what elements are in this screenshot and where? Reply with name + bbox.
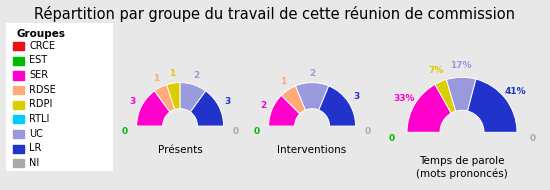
- Bar: [13, 42, 24, 50]
- Text: 33%: 33%: [393, 94, 415, 103]
- Text: 2: 2: [260, 101, 266, 110]
- Wedge shape: [447, 77, 476, 111]
- Text: 0: 0: [365, 127, 371, 136]
- Text: RTLI: RTLI: [29, 114, 50, 124]
- Text: 1: 1: [279, 78, 286, 86]
- Text: 3: 3: [224, 97, 230, 107]
- Wedge shape: [167, 83, 180, 110]
- Bar: [13, 130, 24, 138]
- Wedge shape: [155, 85, 175, 112]
- Text: CRCE: CRCE: [29, 41, 55, 51]
- Bar: [13, 101, 24, 109]
- Wedge shape: [268, 95, 300, 126]
- Text: 3: 3: [130, 97, 136, 107]
- Text: 0: 0: [233, 127, 239, 136]
- Text: 0: 0: [122, 127, 128, 136]
- Text: 2: 2: [194, 71, 200, 80]
- Bar: [13, 159, 24, 167]
- Wedge shape: [190, 91, 224, 126]
- Text: 0: 0: [254, 127, 260, 136]
- Text: NI: NI: [29, 158, 40, 168]
- Text: 3: 3: [353, 92, 359, 101]
- Bar: [13, 86, 24, 94]
- Bar: [13, 57, 24, 65]
- Wedge shape: [468, 79, 517, 132]
- Bar: [13, 71, 24, 79]
- Wedge shape: [282, 86, 305, 114]
- Text: UC: UC: [29, 129, 43, 139]
- Text: RDSE: RDSE: [29, 85, 56, 95]
- Wedge shape: [407, 84, 451, 132]
- Text: 2: 2: [309, 69, 315, 78]
- Text: Interventions: Interventions: [278, 145, 346, 155]
- Text: Présents: Présents: [158, 145, 202, 155]
- Text: 17%: 17%: [450, 61, 472, 70]
- Wedge shape: [319, 86, 356, 126]
- Wedge shape: [136, 91, 170, 126]
- Text: 0: 0: [388, 134, 395, 143]
- Text: Groupes: Groupes: [16, 29, 65, 39]
- Wedge shape: [435, 80, 456, 113]
- FancyBboxPatch shape: [1, 17, 117, 177]
- Text: LR: LR: [29, 143, 41, 153]
- Wedge shape: [180, 83, 206, 112]
- Text: 7%: 7%: [428, 66, 443, 75]
- Text: 1: 1: [153, 74, 159, 83]
- Text: Temps de parole
(mots prononcés): Temps de parole (mots prononcés): [416, 157, 508, 179]
- Text: 0: 0: [529, 134, 536, 143]
- Wedge shape: [295, 83, 329, 110]
- Text: RDPI: RDPI: [29, 99, 52, 109]
- Text: 1: 1: [169, 69, 175, 78]
- Text: SER: SER: [29, 70, 48, 80]
- Bar: [13, 145, 24, 153]
- Text: Répartition par groupe du travail de cette réunion de commission: Répartition par groupe du travail de cet…: [35, 6, 515, 22]
- Text: EST: EST: [29, 55, 47, 65]
- Bar: [13, 115, 24, 124]
- Text: 41%: 41%: [504, 87, 526, 96]
